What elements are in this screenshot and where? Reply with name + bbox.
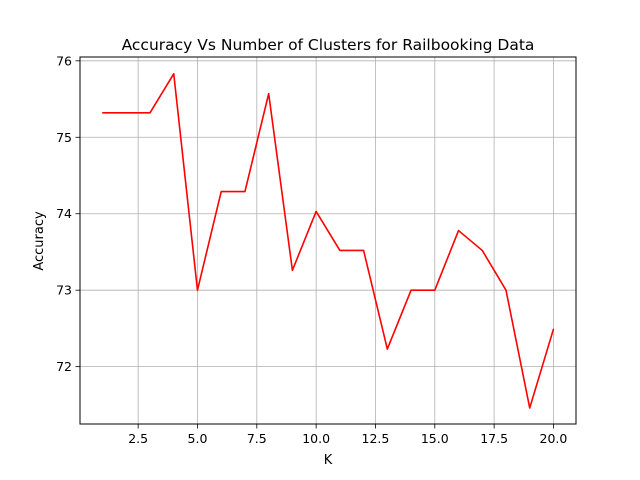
- ticks: 2.5 5.0 7.5 10.0 12.5 15.0 17.5 20.0 72 73 74 75 76: [56, 53, 567, 446]
- data-point: [196, 289, 199, 291]
- data-point: [125, 112, 127, 114]
- y-axis-label: Accuracy: [32, 211, 47, 271]
- series-layer: [101, 73, 555, 409]
- x-tick-label: 20.0: [540, 431, 568, 446]
- data-point: [101, 112, 104, 114]
- plot-frame: [79, 56, 577, 425]
- x-tick-label: 15.0: [421, 431, 449, 446]
- x-tick-label: 17.5: [480, 431, 508, 446]
- x-tick-label: 2.5: [128, 431, 148, 446]
- x-axis-label: K: [324, 453, 333, 468]
- y-tick-label: 75: [56, 130, 72, 145]
- data-point: [457, 229, 460, 232]
- data-point: [505, 289, 507, 291]
- data-point: [552, 328, 555, 330]
- data-point: [434, 289, 436, 291]
- grid: [80, 57, 576, 424]
- data-point: [362, 249, 365, 252]
- data-point: [386, 348, 388, 350]
- y-tick-label: 76: [56, 53, 72, 68]
- y-tick-label: 72: [56, 359, 72, 374]
- data-point: [149, 112, 151, 114]
- data-point: [173, 73, 175, 75]
- data-point: [291, 269, 294, 271]
- y-tick-label: 73: [56, 283, 72, 298]
- chart-title: Accuracy Vs Number of Clusters for Railb…: [122, 36, 535, 54]
- data-point: [481, 249, 483, 252]
- x-tick-label: 10.0: [302, 431, 330, 446]
- data-point: [339, 249, 341, 252]
- data-point: [220, 190, 222, 193]
- x-tick-label: 5.0: [188, 431, 208, 446]
- data-point: [268, 93, 270, 95]
- x-tick-label: 7.5: [247, 431, 267, 446]
- series-line: [102, 73, 555, 409]
- y-tick-label: 74: [56, 206, 72, 221]
- data-point: [529, 407, 531, 409]
- x-tick-label: 12.5: [362, 431, 390, 446]
- data-point: [410, 289, 412, 291]
- data-point: [244, 190, 246, 193]
- data-point: [315, 210, 317, 213]
